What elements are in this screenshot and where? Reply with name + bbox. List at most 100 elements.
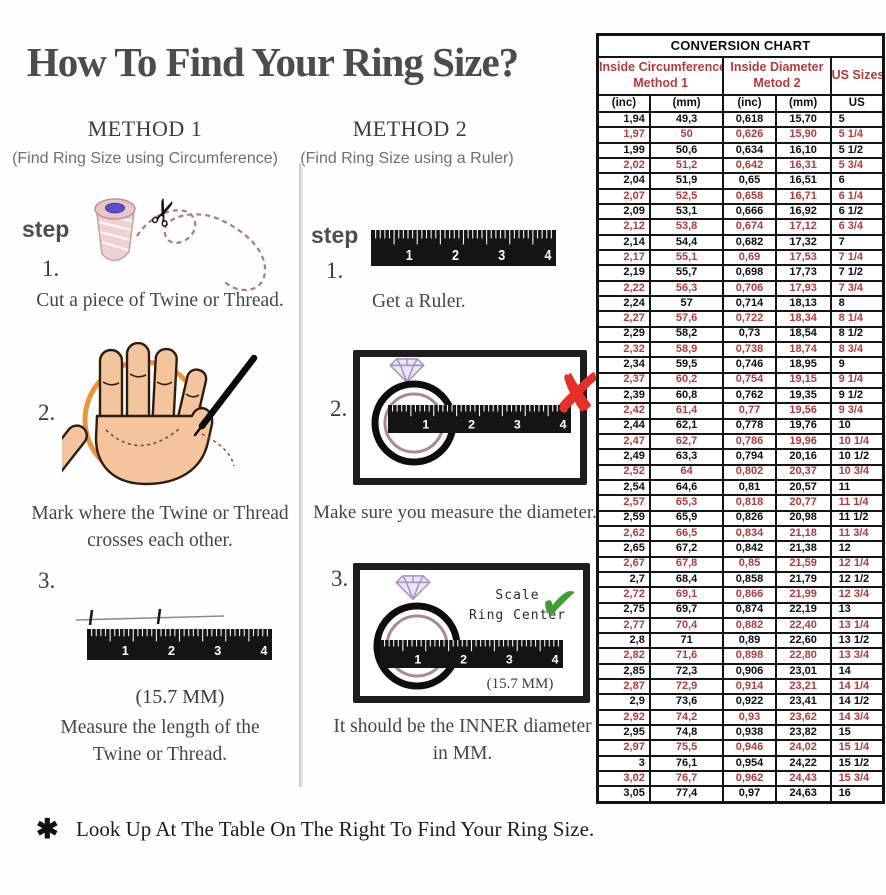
table-row: 3,05 77,4 0,97 24,63 16 [596, 785, 885, 804]
table-cell: 64 [648, 463, 725, 481]
method2-step3-caption-line1: It should be the INNER diameter [333, 716, 592, 737]
table-cell: 75,5 [648, 739, 725, 757]
table-cell: 0,666 [722, 202, 777, 221]
table-cell: 19,35 [774, 386, 832, 405]
table-cell: 0,906 [722, 662, 777, 681]
table-row: 2,49 63,3 0,794 20,16 10 1/2 [596, 448, 885, 466]
subheader-us: US [829, 94, 885, 113]
table-row: 2,32 58,9 0,738 18,74 8 3/4 [596, 340, 885, 359]
table-cell: 15 1/4 [829, 739, 885, 757]
thread-loops [136, 209, 267, 292]
table-cell: 50 [648, 126, 725, 144]
table-cell: 15 3/4 [829, 770, 885, 788]
table-row: 2,07 52,5 0,658 16,71 6 1/4 [596, 187, 885, 205]
group-header-circumference: Inside Circumference Method 1 [596, 56, 725, 96]
table-cell: 8 1/4 [829, 310, 885, 328]
table-cell: 55,7 [648, 264, 725, 282]
chart-group-header-row: Inside Circumference Method 1 Inside Dia… [596, 56, 885, 96]
method1-step1-number: 1. [42, 256, 60, 281]
knuckle-lines [102, 373, 200, 398]
table-cell: 2,44 [596, 417, 651, 435]
group1-line1: Inside Circumference [599, 60, 724, 75]
thread-tail-dashed [201, 433, 235, 467]
table-cell: 3,02 [596, 770, 651, 788]
table-cell: 74,8 [648, 724, 725, 742]
table-cell: 0,842 [722, 540, 777, 558]
table-cell: 57 [648, 294, 725, 313]
table-cell: 14 3/4 [829, 708, 885, 727]
group2-line1: Inside Diameter [730, 60, 824, 75]
table-cell: 17,73 [774, 264, 832, 282]
table-row: 2,82 71,6 0,898 22,80 13 3/4 [596, 647, 885, 665]
table-cell: 60,8 [648, 386, 725, 405]
table-cell: 22,40 [774, 616, 832, 635]
method1-step2-caption-line1: Mark where the Twine or Thread [31, 503, 289, 524]
table-cell: 3,05 [596, 785, 651, 804]
method2-step2-caption: Make sure you measure the diameter. [313, 502, 597, 523]
svg-text:2: 2 [460, 653, 467, 667]
subheader-inc-2: (inc) [722, 94, 777, 113]
table-cell: 14 1/4 [829, 678, 885, 696]
table-cell: 9 1/4 [829, 371, 885, 389]
table-cell: 2,7 [596, 570, 651, 589]
table-cell: 5 1/4 [829, 126, 885, 144]
table-row: 2,04 51,9 0,65 16,51 6 [596, 172, 885, 190]
scale-center-note: Scale Ring Center [455, 586, 580, 626]
thread-line [75, 615, 225, 621]
table-cell: 2,29 [596, 325, 651, 343]
table-cell: 77,4 [648, 785, 725, 804]
table-row: 2,59 65,9 0,826 20,98 11 1/2 [596, 509, 885, 527]
table-cell: 2,59 [596, 509, 651, 527]
table-cell: 2,47 [596, 432, 651, 451]
table-cell: 6 3/4 [829, 218, 885, 236]
method1-step2-caption-line2: crosses each other. [87, 530, 233, 551]
table-cell: 19,96 [774, 432, 832, 451]
table-cell: 10 1/4 [829, 432, 885, 451]
table-cell: 69,1 [648, 586, 725, 604]
table-cell: 0,698 [722, 264, 777, 282]
table-cell: 53,8 [648, 218, 725, 236]
svg-text:3: 3 [514, 418, 521, 432]
table-row: 2,14 54,4 0,682 17,32 7 [596, 233, 885, 251]
table-row: 2,7 68,4 0,858 21,79 12 1/2 [596, 570, 885, 589]
table-cell: 0,954 [722, 754, 777, 773]
svg-text:1: 1 [406, 246, 413, 263]
table-cell: 67,8 [648, 555, 725, 573]
table-cell: 7 1/4 [829, 248, 885, 267]
table-cell: 0,618 [722, 110, 777, 129]
table-cell: 0,834 [722, 524, 777, 543]
table-cell: 15,90 [774, 126, 832, 144]
table-cell: 2,52 [596, 463, 651, 481]
table-cell: 9 [829, 356, 885, 374]
method1-step2-caption: Mark where the Twine or Thread crosses e… [15, 500, 305, 554]
table-cell: 52,5 [648, 187, 725, 205]
table-cell: 69,7 [648, 601, 725, 619]
method1-step1-caption: Cut a piece of Twine or Thread. [36, 290, 284, 311]
table-cell: 19,76 [774, 417, 832, 435]
table-cell: 1,97 [596, 126, 651, 144]
hand-shape [62, 342, 214, 486]
subheader-mm-2: (mm) [774, 94, 832, 113]
table-cell: 0,642 [722, 156, 777, 175]
table-cell: 11 1/4 [829, 494, 885, 512]
method2-step3-caption: It should be the INNER diameter in MM. [325, 713, 600, 767]
table-cell: 62,1 [648, 417, 725, 435]
page-title: How To Find Your Ring Size? [26, 39, 519, 85]
method1-subtitle: (Find Ring Size using Circumference) [12, 150, 278, 167]
svg-text:4: 4 [544, 246, 551, 263]
table-cell: 2,22 [596, 279, 651, 297]
footer-asterisk: ✱ [36, 814, 59, 844]
group-header-us-sizes: US Sizes [829, 56, 885, 96]
ruler-image-method2: 1 2 3 4 [371, 230, 556, 266]
chart-title: CONVERSION CHART [596, 33, 885, 58]
table-cell: 21,79 [774, 570, 832, 589]
table-cell: 17,32 [774, 233, 832, 251]
table-cell: 0,802 [722, 463, 777, 481]
table-row: 3 76,1 0,954 24,22 15 1/2 [596, 754, 885, 773]
table-cell: 19,56 [774, 402, 832, 420]
method2-step2-number: 2. [330, 396, 348, 421]
table-row: 2,62 66,5 0,834 21,18 11 3/4 [596, 524, 885, 543]
table-cell: 6 1/2 [829, 202, 885, 221]
table-cell: 0,658 [722, 187, 777, 205]
table-row: 2,39 60,8 0,762 19,35 9 1/2 [596, 386, 885, 405]
